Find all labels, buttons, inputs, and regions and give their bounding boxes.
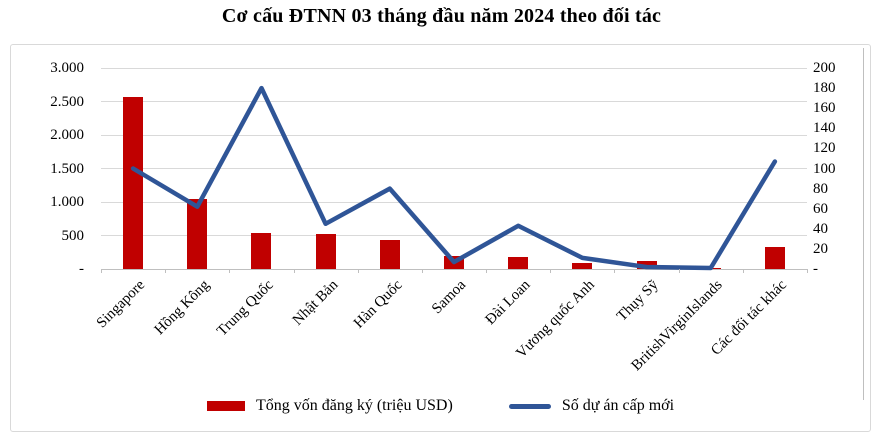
x-axis-tick-mark [421,269,423,273]
x-axis-label-samoa: Samoa [429,277,470,318]
left-axis-tick-label: 3.000 [50,60,84,76]
legend-item-registered-capital: Tổng vốn đăng ký (triệu USD) [206,397,453,415]
x-axis-label-nhat-ban: Nhật Bản [289,277,341,329]
x-axis-baseline [101,268,807,270]
x-axis-label-trung-quoc: Trung Quốc [214,277,277,340]
line-so-du-an-cap-moi [130,85,778,271]
legend-item-new-projects: Số dự án cấp mới [508,397,675,415]
left-axis-tick-label: 1.000 [50,194,84,210]
x-axis-tick-mark [293,269,295,273]
x-axis-tick-mark [678,269,680,273]
gridline-500 [101,235,807,236]
bar-series-swatch [206,401,245,411]
gridline-2000 [101,134,807,136]
chart-area: 3.000 2.500 2.000 1.500 1.000 500 - 200 180 160 1… [10,44,871,432]
x-axis-label-thuy-sy: Thụy Sỹ [614,277,662,325]
x-axis-label-hong-kong: Hồng Kông [151,277,213,339]
left-axis-tick-label: 2.500 [50,93,84,110]
x-axis-tick-mark [165,269,167,273]
left-axis-tick-label: 2.000 [50,127,84,143]
bar-han-quoc [379,240,400,269]
line-series-svg [130,85,778,271]
right-axis-tick-label: 200 [813,60,836,76]
x-axis-tick-mark [357,269,359,273]
gridline-3000 [101,67,807,69]
bar--ai-loan [508,256,529,269]
right-axis-tick-label: 180 [813,80,836,97]
bar-trung-quoc [251,233,272,269]
line-series-swatch [508,403,551,409]
right-axis-tick-label: 160 [813,100,836,117]
left-axis-tick-label: 1.500 [50,160,84,177]
x-axis-tick-mark [550,269,552,273]
x-axis-tick-mark [614,269,616,273]
bar-vuong-quoc-anh [572,263,593,269]
x-axis-tick-mark [101,269,102,273]
gridline-2500 [101,101,807,102]
right-axis-tick-label: 140 [813,120,836,137]
x-axis-label-han-quoc: Hàn Quốc [350,277,406,332]
legend-label: Tổng vốn đăng ký (triệu USD) [255,397,453,414]
right-axis-tick-label: 20 [813,240,828,257]
right-axis-tick-label: 40 [813,220,828,237]
x-axis-tick-mark [742,269,744,273]
gridline-1500 [101,168,807,169]
x-axis-tick-mark [229,269,231,273]
right-axis-tick-label: - [813,261,818,277]
right-axis-tick-label: 80 [813,180,828,197]
legend: Tổng vốn đăng ký (triệu USD) Số dự án cấ… [11,397,870,415]
plot-area [101,67,807,271]
x-axis-label-singapore: Singapore [94,277,149,332]
gridline-1000 [101,201,807,203]
x-axis-tick-mark [807,269,808,273]
right-axis-tick-label: 60 [813,200,828,217]
left-axis-tick-label: 500 [61,227,85,244]
legend-label: Số dự án cấp mới [561,397,675,414]
right-axis-tick-label: 120 [813,140,836,157]
left-axis-tick-label: - [79,261,84,277]
bar-cac-oi-tac-khac [764,246,785,269]
chart-title: Cơ cấu ĐTNN 03 tháng đầu năm 2024 theo đ… [221,5,662,27]
right-axis-line [863,48,864,400]
x-axis-label--ai-loan: Đài Loan [482,277,534,329]
bar-hong-kong [187,199,208,269]
right-axis-tick-label: 100 [813,160,836,177]
bar-singapore [123,96,144,269]
bar-nhat-ban [315,234,336,269]
x-axis-tick-mark [486,269,488,273]
